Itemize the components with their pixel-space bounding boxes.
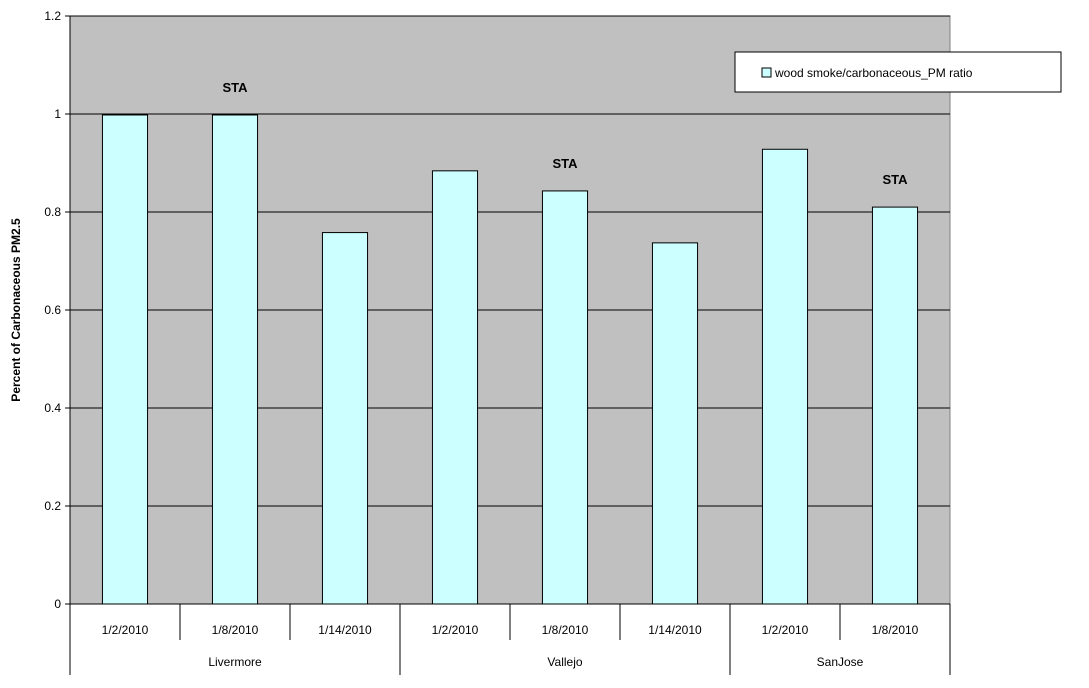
y-axis-label: Percent of Carbonaceous PM2.5 (9, 218, 23, 402)
axes: 0 0.2 0.4 0.6 0.8 1 1.2 1/2/2010 1/8/2010 1/14/20… (44, 9, 951, 675)
x-tick-label: 1/2/2010 (762, 623, 809, 637)
y-tick-label: 0.2 (44, 499, 61, 513)
bars: STA STA STA (101, 80, 919, 605)
legend: wood smoke/carbonaceous_PM ratio (734, 51, 1062, 93)
group-label: Livermore (208, 655, 262, 669)
y-tick-label: 1.2 (44, 9, 61, 23)
y-tick-label: 0.8 (44, 205, 61, 219)
bar (871, 206, 919, 605)
bar-annotation: STA (882, 172, 908, 187)
bar (541, 190, 589, 605)
x-tick-label: 1/2/2010 (432, 623, 479, 637)
bar (431, 170, 479, 605)
bar (761, 148, 809, 605)
x-tick-label: 1/14/2010 (318, 623, 372, 637)
y-tick-label: 1 (54, 107, 61, 121)
y-tick-label: 0.4 (44, 401, 61, 415)
group-label: SanJose (817, 655, 864, 669)
x-tick-label: 1/8/2010 (872, 623, 919, 637)
x-tick-label: 1/14/2010 (648, 623, 702, 637)
y-tick-label: 0.6 (44, 303, 61, 317)
legend-box (734, 51, 1062, 93)
bar-annotation: STA (552, 156, 578, 171)
bar (321, 232, 369, 605)
x-tick-label: 1/8/2010 (212, 623, 259, 637)
x-tick-label: 1/8/2010 (542, 623, 589, 637)
bar (211, 114, 259, 605)
bar-annotation: STA (222, 80, 248, 95)
legend-label: wood smoke/carbonaceous_PM ratio (774, 66, 973, 80)
group-label: Vallejo (547, 655, 582, 669)
y-tick-label: 0 (54, 597, 61, 611)
legend-swatch (761, 67, 772, 78)
x-tick-label: 1/2/2010 (102, 623, 149, 637)
bar (101, 114, 149, 605)
bar (651, 242, 699, 605)
